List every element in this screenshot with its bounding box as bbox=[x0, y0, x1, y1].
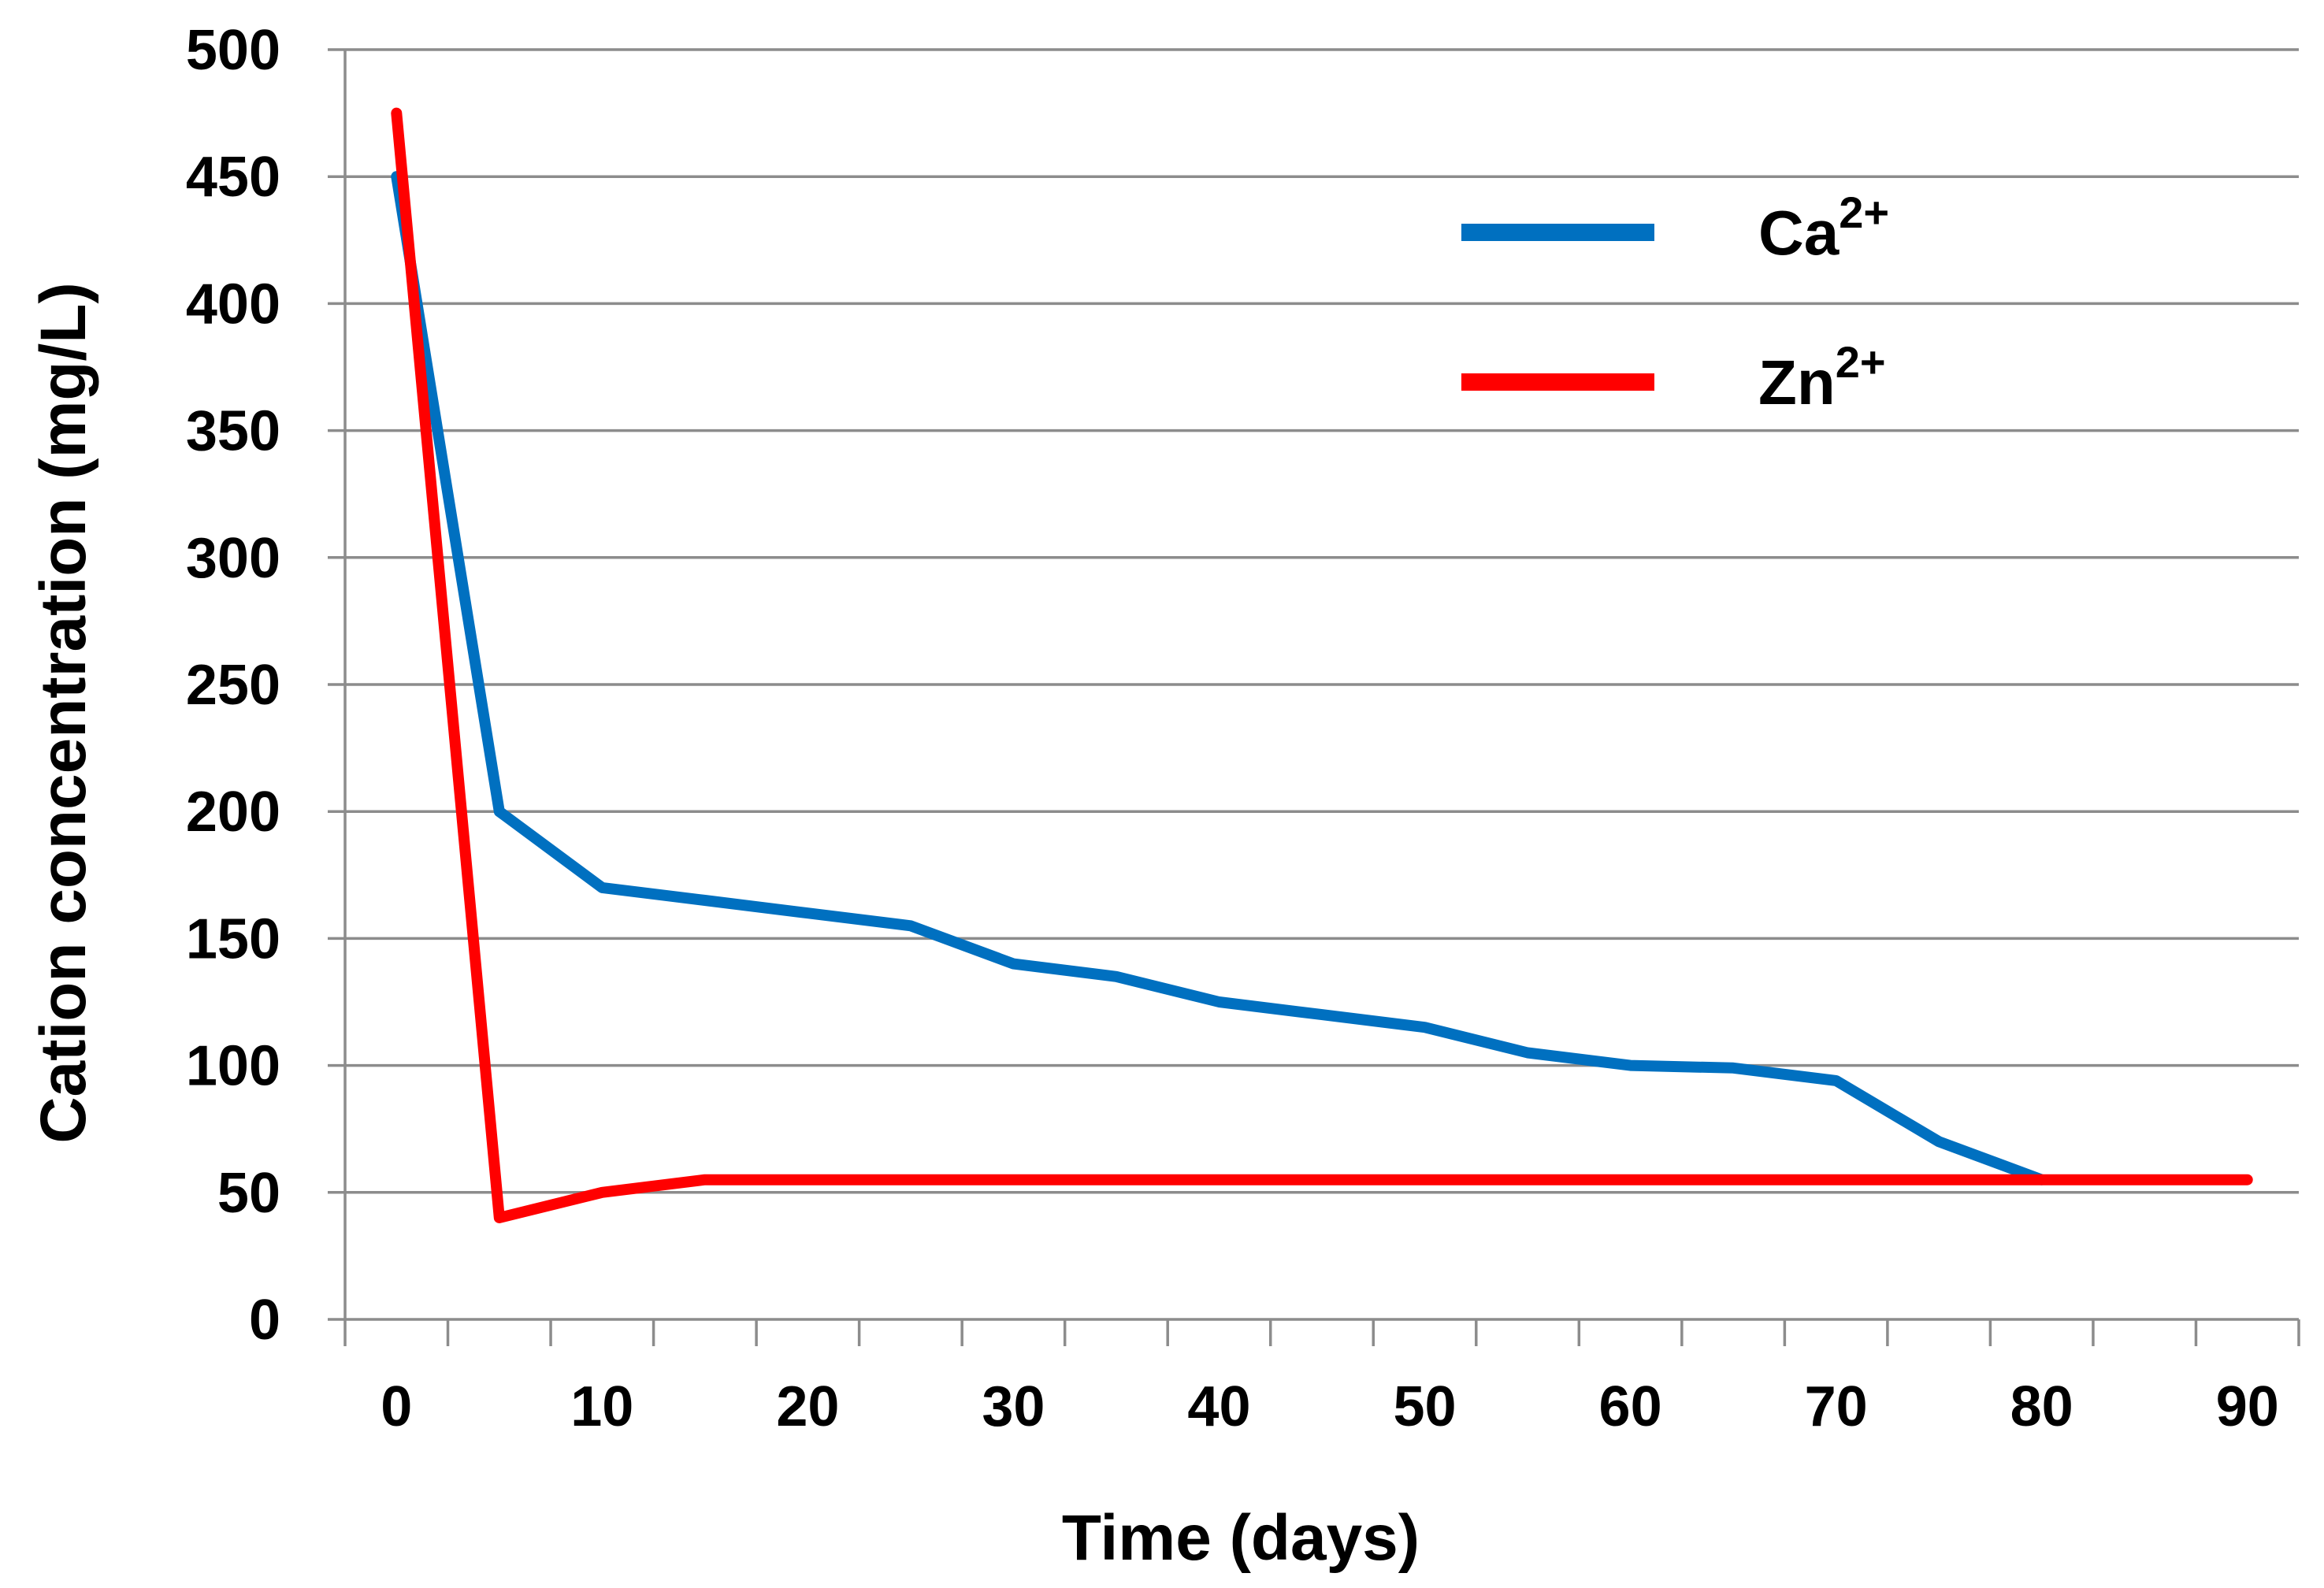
data-point-ca bbox=[1628, 1063, 1633, 1068]
x-tick-label: 90 bbox=[2216, 1375, 2279, 1438]
y-axis-title: Cation concentration (mg/L) bbox=[28, 282, 99, 1143]
legend-label-zn: Zn2+ bbox=[1758, 337, 1886, 417]
data-point-zn bbox=[1011, 1177, 1016, 1182]
y-tick-label: 150 bbox=[186, 907, 280, 970]
data-point-zn bbox=[394, 110, 399, 116]
x-tick-label: 0 bbox=[381, 1375, 412, 1438]
x-tick-label: 20 bbox=[776, 1375, 839, 1438]
gridlines bbox=[345, 48, 2299, 1194]
data-point-zn bbox=[1216, 1177, 1222, 1182]
y-tick-label: 100 bbox=[186, 1035, 280, 1098]
data-point-ca bbox=[908, 923, 913, 929]
axes bbox=[328, 48, 2300, 1346]
data-point-zn bbox=[1320, 1177, 1324, 1182]
data-point-ca bbox=[1320, 1012, 1324, 1018]
legend-label-superscript: 2+ bbox=[1836, 337, 1886, 387]
data-point-ca bbox=[1113, 974, 1119, 979]
data-point-ca bbox=[1011, 961, 1016, 967]
legend: Ca2+Zn2+ bbox=[1461, 187, 1889, 417]
data-point-ca bbox=[1731, 1065, 1736, 1070]
data-point-zn bbox=[1731, 1177, 1736, 1182]
x-tick-label: 10 bbox=[570, 1375, 633, 1438]
axis-titles: Time (days) Cation concentration (mg/L) bbox=[28, 282, 1420, 1574]
data-point-zn bbox=[1113, 1177, 1119, 1182]
series-line-ca bbox=[391, 171, 2047, 1185]
y-tick-label: 0 bbox=[249, 1289, 280, 1352]
data-point-zn bbox=[908, 1177, 913, 1182]
x-tick-label: 40 bbox=[1187, 1375, 1250, 1438]
data-point-ca bbox=[805, 911, 811, 916]
y-tick-label: 450 bbox=[186, 146, 280, 209]
data-point-zn bbox=[702, 1177, 707, 1182]
x-tick-label: 80 bbox=[2010, 1375, 2073, 1438]
data-point-zn bbox=[600, 1189, 605, 1195]
data-point-zn bbox=[1628, 1177, 1633, 1182]
data-point-zn bbox=[1936, 1177, 1942, 1182]
data-point-zn bbox=[1422, 1177, 1427, 1182]
data-point-ca bbox=[1936, 1139, 1942, 1145]
data-point-zn bbox=[1525, 1177, 1531, 1182]
data-point-zn bbox=[805, 1177, 811, 1182]
data-point-ca bbox=[1422, 1025, 1427, 1030]
series-lines bbox=[391, 107, 2253, 1223]
data-point-zn bbox=[496, 1215, 502, 1221]
x-tick-label: 60 bbox=[1599, 1375, 1662, 1438]
y-tick-label: 250 bbox=[186, 654, 280, 717]
y-tick-label: 500 bbox=[186, 19, 280, 82]
y-tick-label: 300 bbox=[186, 527, 280, 590]
data-point-ca bbox=[1525, 1050, 1531, 1056]
y-tick-label: 350 bbox=[186, 400, 280, 463]
data-point-zn bbox=[2039, 1177, 2044, 1182]
y-tick-label: 400 bbox=[186, 273, 280, 336]
data-point-zn bbox=[2244, 1177, 2250, 1182]
data-point-ca bbox=[702, 898, 707, 903]
y-tick-label: 200 bbox=[186, 781, 280, 844]
legend-label-superscript: 2+ bbox=[1839, 187, 1889, 237]
x-axis-title: Time (days) bbox=[1062, 1502, 1420, 1574]
tick-labels: 0 50 100 150 200 250 300 350 400 450 500 0 10 20 30 40 5… bbox=[186, 19, 2279, 1438]
data-point-ca bbox=[600, 885, 605, 890]
x-tick-label: 30 bbox=[982, 1375, 1045, 1438]
legend-label-text: Zn bbox=[1758, 347, 1836, 417]
data-point-zn bbox=[1833, 1177, 1839, 1182]
data-point-zn bbox=[2142, 1177, 2148, 1182]
y-tick-label: 50 bbox=[217, 1162, 280, 1225]
data-point-ca bbox=[1216, 1000, 1222, 1004]
data-point-ca bbox=[1833, 1078, 1839, 1083]
series-line-zn bbox=[391, 107, 2253, 1223]
x-tick-label: 70 bbox=[1805, 1375, 1868, 1438]
legend-label-text: Ca bbox=[1758, 198, 1840, 268]
legend-label-ca: Ca2+ bbox=[1758, 187, 1889, 268]
data-point-ca bbox=[496, 809, 502, 814]
x-tick-label: 50 bbox=[1393, 1375, 1456, 1438]
